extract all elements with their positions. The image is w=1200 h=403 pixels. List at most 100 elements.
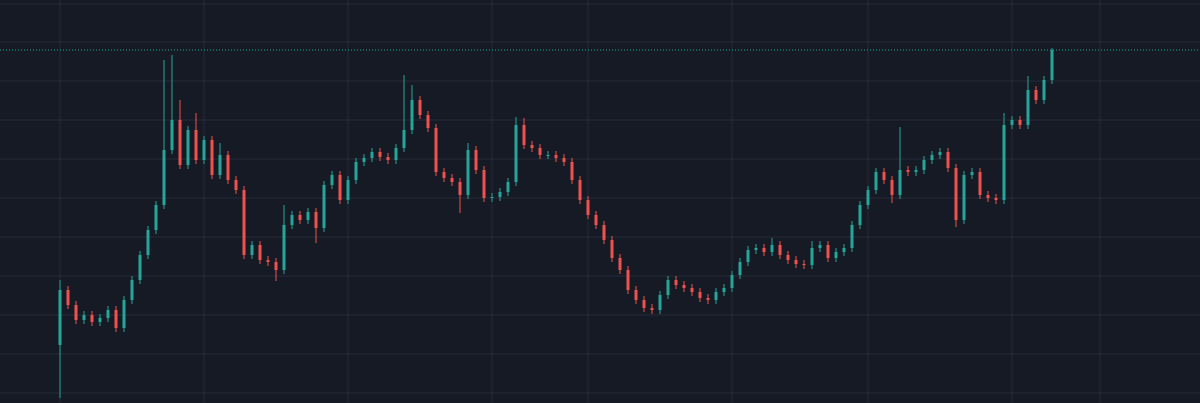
candle-body: [698, 292, 702, 298]
candle-body: [66, 290, 70, 305]
candle-body: [250, 245, 254, 255]
candle-body: [706, 298, 710, 300]
candle-body: [154, 205, 158, 230]
candle-body: [314, 212, 318, 228]
candle-body: [642, 300, 646, 308]
candle-body: [394, 148, 398, 160]
candle-body: [986, 195, 990, 198]
candle-body: [522, 125, 526, 145]
candle-body: [106, 310, 110, 318]
candle-body: [922, 160, 926, 170]
candle-body: [378, 152, 382, 157]
candle-body: [666, 280, 670, 295]
candle-body: [722, 288, 726, 292]
candle-body: [690, 288, 694, 292]
candle-body: [594, 215, 598, 225]
candle-body: [730, 275, 734, 288]
candle-body: [434, 128, 438, 172]
candle-body: [962, 175, 966, 220]
candle-body: [610, 240, 614, 258]
candle-body: [298, 215, 302, 220]
candle-body: [618, 258, 622, 270]
candle-body: [234, 180, 238, 190]
candle-body: [306, 212, 310, 220]
candle-body: [554, 155, 558, 158]
candle-body: [546, 155, 550, 156]
candle-body: [426, 115, 430, 128]
candle-body: [738, 262, 742, 275]
candle-body: [850, 225, 854, 248]
candle-body: [978, 172, 982, 195]
candle-body: [466, 150, 470, 195]
candle-body: [866, 190, 870, 205]
candle-body: [1018, 120, 1022, 125]
candle-body: [338, 175, 342, 200]
candle-body: [322, 185, 326, 228]
candle-body: [946, 152, 950, 168]
candle-body: [1026, 90, 1030, 125]
candle-body: [938, 152, 942, 155]
candle-body: [402, 130, 406, 148]
candle-body: [778, 245, 782, 255]
candle-body: [914, 170, 918, 172]
candle-body: [994, 198, 998, 200]
candle-body: [98, 318, 102, 322]
candle-body: [602, 225, 606, 240]
candle-body: [130, 280, 134, 300]
candle-body: [458, 182, 462, 195]
candle-body: [122, 300, 126, 328]
candle-body: [330, 175, 334, 185]
candle-body: [874, 172, 878, 190]
candle-body: [570, 162, 574, 180]
candle-body: [506, 182, 510, 192]
candle-body: [170, 120, 174, 150]
candle-body: [370, 152, 374, 158]
candle-body: [202, 140, 206, 160]
candle-body: [450, 178, 454, 182]
candle-body: [754, 248, 758, 250]
candle-body: [218, 155, 222, 175]
candle-body: [482, 170, 486, 198]
candle-body: [474, 150, 478, 170]
candle-body: [282, 225, 286, 270]
candle-body: [1042, 80, 1046, 100]
candle-body: [226, 155, 230, 180]
candle-body: [538, 148, 542, 155]
candle-body: [90, 315, 94, 322]
candle-body: [386, 157, 390, 160]
candle-body: [114, 310, 118, 328]
candle-body: [162, 150, 166, 205]
candle-body: [1050, 50, 1054, 80]
candle-body: [586, 200, 590, 215]
candle-body: [274, 262, 278, 270]
candle-body: [178, 120, 182, 165]
candle-body: [1034, 90, 1038, 100]
candle-body: [626, 270, 630, 290]
candle-body: [530, 145, 534, 148]
candle-body: [410, 100, 414, 130]
candle-body: [818, 245, 822, 248]
candle-body: [58, 290, 62, 345]
candle-body: [650, 308, 654, 310]
candle-body: [346, 180, 350, 200]
candle-body: [786, 255, 790, 260]
candle-body: [362, 158, 366, 162]
candle-body: [890, 180, 894, 195]
candle-body: [682, 285, 686, 288]
candle-body: [194, 130, 198, 160]
candle-body: [578, 180, 582, 200]
candle-body: [906, 170, 910, 172]
candle-body: [762, 248, 766, 252]
candle-body: [186, 130, 190, 165]
candle-body: [210, 140, 214, 175]
candle-body: [258, 245, 262, 260]
candle-body: [514, 125, 518, 182]
candle-body: [810, 248, 814, 265]
candle-body: [562, 158, 566, 162]
candle-body: [442, 172, 446, 178]
candle-body: [242, 190, 246, 255]
candle-body: [1002, 125, 1006, 200]
candle-body: [498, 192, 502, 197]
candle-body: [418, 100, 422, 115]
